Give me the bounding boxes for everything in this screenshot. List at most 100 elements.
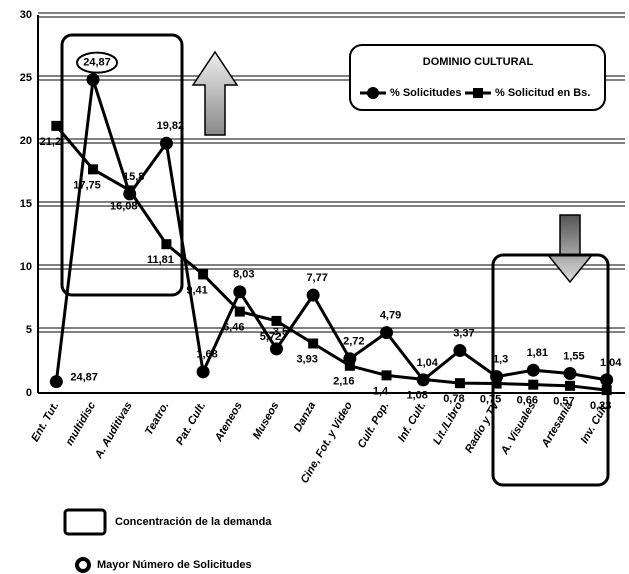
data-label: 1,68 <box>196 349 217 361</box>
data-point <box>233 285 247 299</box>
legend-marker <box>367 87 379 99</box>
x-tick-label: Cult. Pop. <box>356 400 392 450</box>
series-line <box>55 124 607 392</box>
data-point <box>418 374 429 385</box>
legend-marker <box>473 88 483 98</box>
legend: % Solicitudes % Solicitud en Bs. <box>360 87 590 99</box>
data-point <box>563 366 577 380</box>
note-circle-icon <box>75 557 91 573</box>
y-tick-label: 25 <box>20 72 32 84</box>
data-label: 3,5 <box>273 326 288 338</box>
data-point <box>234 306 245 317</box>
x-tick-label: Teatro. <box>143 400 172 437</box>
data-point <box>308 338 319 349</box>
data-label: 6,46 <box>223 322 244 334</box>
x-tick-label: A. Auditivas <box>92 400 134 462</box>
y-tick-label: 10 <box>20 261 32 273</box>
note-box-icon <box>63 508 107 536</box>
data-point <box>161 239 172 250</box>
x-tick-label: Inf. Cult. <box>396 400 428 444</box>
legend-label: % Solicitudes <box>390 87 462 99</box>
data-label: 0,75 <box>480 393 501 405</box>
data-label: 1,04 <box>600 357 622 369</box>
legend-label: % Solicitud en Bs. <box>495 87 590 99</box>
data-point <box>564 380 575 391</box>
x-tick-label: Radio y TV <box>463 399 503 456</box>
data-point <box>454 378 465 389</box>
data-label: 1,4 <box>373 385 389 397</box>
data-label: 1,08 <box>407 389 428 401</box>
data-label: 3,93 <box>296 353 317 365</box>
data-label: 11,81 <box>147 254 174 266</box>
data-label: 8,03 <box>233 269 254 281</box>
data-point <box>51 120 62 131</box>
x-tick-label: Lit./Libro <box>431 400 465 447</box>
data-point <box>600 373 614 387</box>
data-point <box>601 385 612 396</box>
y-tick-label: 20 <box>20 135 32 147</box>
data-point <box>453 344 467 358</box>
data-point <box>381 370 392 381</box>
note: Concentración de la demanda <box>115 516 272 528</box>
x-tick-label: Ateneos <box>212 400 245 444</box>
y-tick-label: 30 <box>20 9 32 21</box>
data-point <box>380 326 394 340</box>
data-label: 24,87 <box>83 57 111 69</box>
highlight-box <box>60 33 184 297</box>
data-label: 0,66 <box>517 395 538 407</box>
data-label: 2,72 <box>343 336 364 348</box>
data-label: 1,04 <box>417 357 439 369</box>
data-label: 21,2 <box>40 136 61 148</box>
down-arrow <box>546 214 594 284</box>
data-label: 19,82 <box>157 120 185 132</box>
data-point <box>526 363 540 377</box>
data-label: 1,81 <box>527 347 548 359</box>
up-arrow <box>191 50 239 136</box>
data-label: 0,78 <box>443 393 464 405</box>
x-tick-label: A. Visuales <box>498 400 538 457</box>
note: Mayor Número de Solicitudes <box>97 559 252 571</box>
data-point <box>491 378 502 389</box>
data-label: 0,23 <box>590 400 611 412</box>
data-label: 0,57 <box>553 396 574 408</box>
x-tick-label: multidisc <box>64 400 99 448</box>
x-tick-label: Ent. Tut. <box>29 400 61 444</box>
y-tick-label: 15 <box>20 198 32 210</box>
grid <box>37 12 625 394</box>
data-point <box>124 185 135 196</box>
data-point <box>86 73 100 87</box>
legend-title: DOMINIO CULTURAL <box>423 56 534 68</box>
x-tick-label: Danza <box>292 400 319 434</box>
data-label: 2,16 <box>333 376 354 388</box>
data-point <box>269 342 283 356</box>
data-label: 16,08 <box>110 200 138 212</box>
data-point <box>88 164 99 175</box>
data-point <box>198 269 209 280</box>
x-tick-label: Pat. Cult. <box>174 400 208 447</box>
data-point <box>528 379 539 390</box>
data-label: 15,8 <box>123 171 144 183</box>
data-label: 3,37 <box>453 327 474 339</box>
data-label: 4,79 <box>380 310 401 322</box>
annotation: 24,87 <box>70 372 98 384</box>
data-label: 1,55 <box>563 350 584 362</box>
data-point <box>306 288 320 302</box>
label-highlight <box>76 51 119 74</box>
series-line <box>54 79 607 383</box>
y-tick-label: 5 <box>26 324 32 336</box>
data-label: 1,3 <box>493 354 508 366</box>
data-label: 9,41 <box>186 284 207 296</box>
data-point <box>196 365 210 379</box>
legend-box <box>349 44 606 111</box>
x-tick-label: Museos <box>251 400 282 441</box>
data-point <box>271 315 282 326</box>
data-label: 17,75 <box>73 179 101 191</box>
data-point <box>49 375 63 389</box>
highlight-box <box>491 253 610 487</box>
data-label: 7,77 <box>306 272 327 284</box>
data-label: 5,72 <box>260 331 281 343</box>
data-point <box>159 136 173 150</box>
y-tick-label: 0 <box>26 387 32 399</box>
data-point <box>344 360 355 371</box>
